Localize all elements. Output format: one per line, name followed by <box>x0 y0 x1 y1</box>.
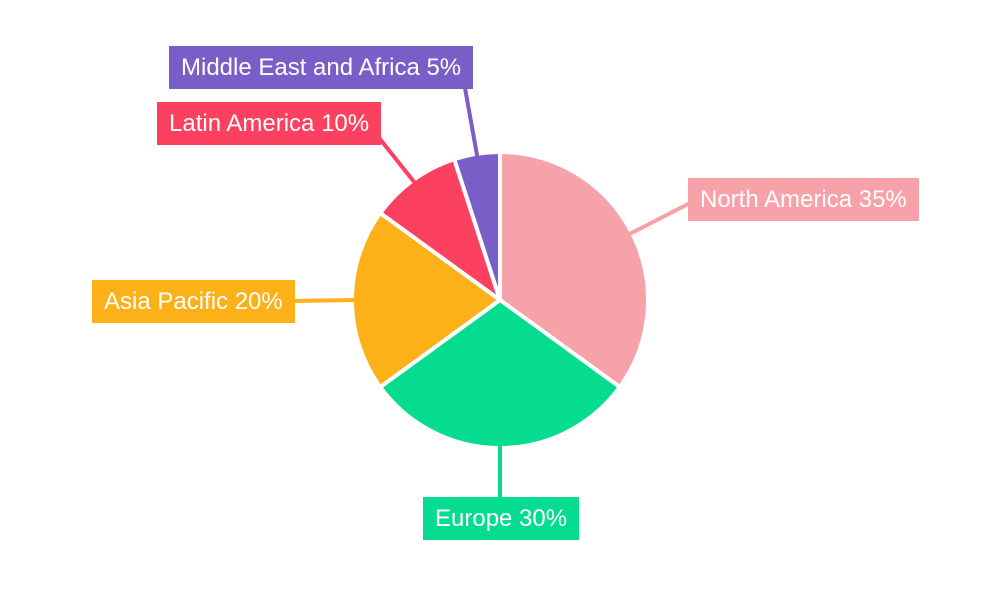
leader-line-north-america <box>627 201 691 237</box>
leader-line-asia-pacific <box>291 298 357 303</box>
pie-label-europe: Europe 30% <box>423 497 580 540</box>
pie-label-middle-east-africa: Middle East and Africa 5% <box>169 46 474 89</box>
pie-label-asia-pacific: Asia Pacific 20% <box>92 280 295 323</box>
pie-label-latin-america: Latin America 10% <box>157 102 382 145</box>
pie-label-north-america: North America 35% <box>688 178 919 221</box>
leader-line-middle-east-and-africa <box>463 87 480 159</box>
leader-line-latin-america <box>374 132 417 185</box>
